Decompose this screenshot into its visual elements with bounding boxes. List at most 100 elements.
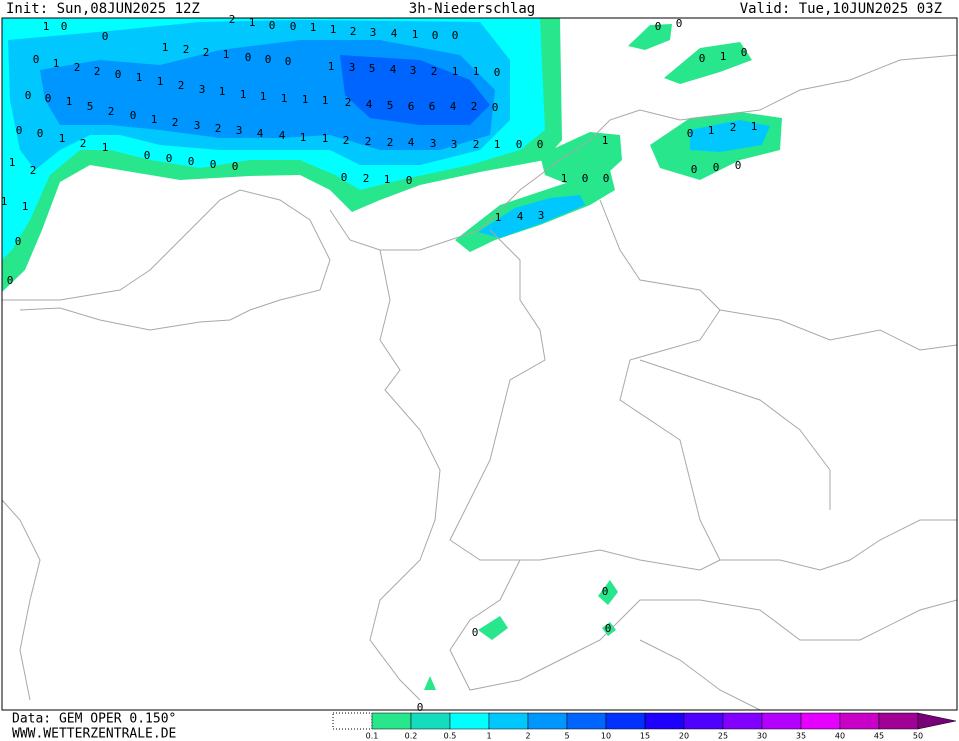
precip-area xyxy=(340,55,490,125)
precip-label: 1 xyxy=(602,134,609,147)
coastline xyxy=(639,639,761,711)
precip-label: 1 xyxy=(22,200,29,213)
precip-label: 5 xyxy=(387,99,394,112)
colorbar-label: 2 xyxy=(525,732,530,741)
colorbar-swatch xyxy=(800,712,841,730)
colorbar-swatch xyxy=(449,712,490,730)
precip-label: 1 xyxy=(53,57,60,70)
precip-area xyxy=(628,24,672,50)
colorbar-below xyxy=(332,712,373,730)
precip-label: 0 xyxy=(232,160,239,173)
precip-label: 0 xyxy=(285,55,292,68)
precip-label: 0 xyxy=(166,152,173,165)
precip-label: 2 xyxy=(730,121,737,134)
precip-label: 1 xyxy=(452,65,459,78)
precip-label: 0 xyxy=(290,20,297,33)
precip-labels: 1 002 1 0 0 1 1 2 3 4 1 0 01 2 2 1 0 0 00 1 2 2 0 1 1 2 3 1 1 1 1 1 11 3 5… xyxy=(1,13,758,714)
precip-label: 3 xyxy=(349,61,356,74)
precip-label: 0 xyxy=(7,274,14,287)
precip-label: 3 xyxy=(451,138,458,151)
coastline xyxy=(2,189,331,331)
colorbar-swatch xyxy=(527,712,568,730)
precip-label: 1 xyxy=(300,131,307,144)
precip-label: 1 xyxy=(281,92,288,105)
precip-label: 0 xyxy=(37,127,44,140)
precip-label: 1 xyxy=(136,71,143,84)
precip-label: 0 xyxy=(25,89,32,102)
precip-label: 1 xyxy=(66,95,73,108)
colorbar-label: 0.2 xyxy=(405,732,418,741)
precip-area xyxy=(690,120,770,152)
precip-label: 1 xyxy=(219,85,226,98)
precip-label: 1 xyxy=(310,21,317,34)
precip-label: 4 xyxy=(279,129,286,142)
precip-label: 0 xyxy=(687,127,694,140)
precip-label: 0 xyxy=(16,124,23,137)
precip-label: 1 xyxy=(157,75,164,88)
precip-label: 1 xyxy=(322,94,329,107)
colorbar-swatch xyxy=(566,712,607,730)
precip-label: 2 xyxy=(365,135,372,148)
precip-label: 5 xyxy=(87,100,94,113)
precip-label: 4 xyxy=(390,63,397,76)
precip-label: 4 xyxy=(366,98,373,111)
precip-label: 0 xyxy=(713,161,720,174)
map-frame xyxy=(1,17,958,711)
colorbar-arrow xyxy=(917,712,957,730)
precip-label: 1 xyxy=(708,124,715,137)
precip-area xyxy=(602,622,616,636)
precip-label: 2 xyxy=(350,25,357,38)
precip-label: 1 xyxy=(59,132,66,145)
precip-label: 0 xyxy=(676,17,683,30)
precip-label: 0 xyxy=(735,159,742,172)
precip-label: 2 xyxy=(183,43,190,56)
precip-label: 1 xyxy=(751,120,758,133)
precip-label: 2 xyxy=(473,138,480,151)
precip-label: 1 xyxy=(240,88,247,101)
precip-label: 1 xyxy=(384,173,391,186)
precip-label: 1 xyxy=(43,20,50,33)
precip-label: 2 xyxy=(471,100,478,113)
precip-label: 2 xyxy=(178,79,185,92)
map-layers xyxy=(1,18,958,711)
precip-label: 0 xyxy=(537,138,544,151)
precip-label: 6 xyxy=(429,100,436,113)
precip-label: 2 xyxy=(80,137,87,150)
precip-label: 1 xyxy=(223,48,230,61)
precip-area xyxy=(664,42,752,84)
precip-label: 1 xyxy=(330,23,337,36)
precip-label: 0 xyxy=(245,51,252,64)
precip-label: 0 xyxy=(102,30,109,43)
precip-label: 1 xyxy=(249,16,256,29)
precip-label: 1 xyxy=(151,113,158,126)
colorbar-swatch xyxy=(488,712,529,730)
coastline xyxy=(1,499,41,701)
colorbar-label: 50 xyxy=(913,732,923,741)
colorbar-label: 15 xyxy=(640,732,650,741)
colorbar-label: 40 xyxy=(835,732,845,741)
precip-label: 3 xyxy=(194,119,201,132)
colorbar-swatch xyxy=(878,712,919,730)
precip-label: 2 xyxy=(215,122,222,135)
precip-label: 3 xyxy=(370,26,377,39)
precip-label: 2 xyxy=(203,46,210,59)
colorbar-swatch xyxy=(605,712,646,730)
precip-label: 1 xyxy=(162,41,169,54)
colorbar-swatch xyxy=(761,712,802,730)
precip-label: 1 xyxy=(302,93,309,106)
precip-label: 2 xyxy=(172,116,179,129)
precip-label: 3 xyxy=(430,137,437,150)
colorbar-swatch xyxy=(371,712,412,730)
precip-label: 0 xyxy=(699,52,706,65)
precip-label: 2 xyxy=(74,61,81,74)
colorbar-label: 30 xyxy=(757,732,767,741)
precip-area xyxy=(478,195,585,238)
precip-label: 4 xyxy=(517,210,524,223)
precip-label: 0 xyxy=(15,235,22,248)
precip-label: 2 xyxy=(387,136,394,149)
precip-label: 1 xyxy=(9,156,16,169)
precip-label: 0 xyxy=(432,29,439,42)
precip-label: 3 xyxy=(199,83,206,96)
colorbar-swatch xyxy=(683,712,724,730)
